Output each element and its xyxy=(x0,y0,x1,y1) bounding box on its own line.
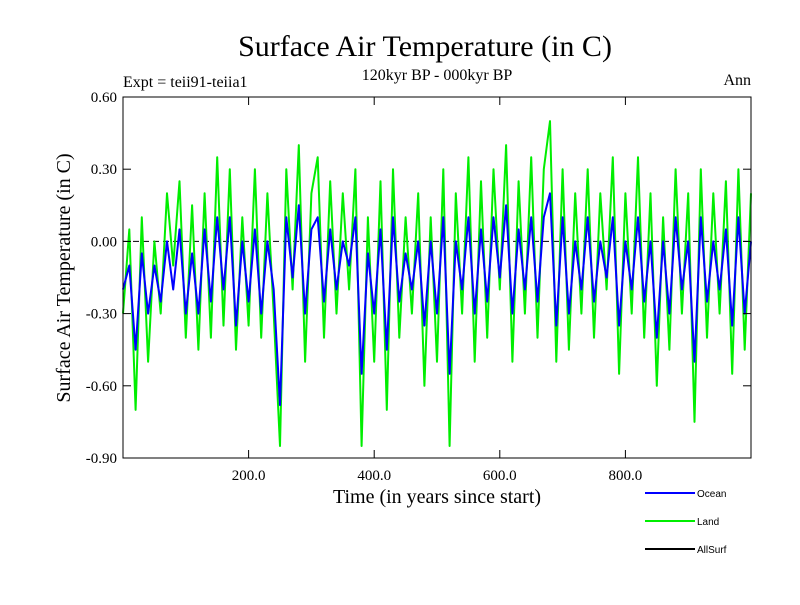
legend-label-land: Land xyxy=(697,517,719,528)
y-tick-label: 0.30 xyxy=(91,162,117,178)
chart-subtitle: 120kyr BP - 000kyr BP xyxy=(362,67,513,84)
legend-label-allsurf: AllSurf xyxy=(697,545,727,556)
x-tick-label: 600.0 xyxy=(483,468,517,484)
y-tick-label: 0.00 xyxy=(91,234,117,250)
y-tick-label: 0.60 xyxy=(91,90,117,106)
y-tick-label: -0.60 xyxy=(86,379,117,395)
y-axis-label: Surface Air Temperature (in C) xyxy=(53,153,75,402)
series-line-ocean xyxy=(122,192,752,407)
plot-area: 0.60 0.30 0.00 -0.30 -0.60 -0.90 200.0 400.0 600… xyxy=(86,90,752,484)
x-tick-label: 400.0 xyxy=(357,468,391,484)
x-tick-label: 200.0 xyxy=(232,468,266,484)
x-axis-label: Time (in years since start) xyxy=(333,486,541,508)
experiment-label: Expt = teii91-teiia1 xyxy=(123,74,248,91)
legend: Ocean Land AllSurf xyxy=(645,489,727,556)
x-tick-label: 800.0 xyxy=(609,468,643,484)
series-line-land xyxy=(122,120,752,447)
legend-label-ocean: Ocean xyxy=(697,489,726,500)
chart-title: Surface Air Temperature (in C) xyxy=(238,30,612,63)
plot-frame xyxy=(122,96,752,459)
y-tick-label: -0.90 xyxy=(86,451,117,467)
y-tick-label: -0.30 xyxy=(86,307,117,323)
period-label: Ann xyxy=(723,72,751,89)
